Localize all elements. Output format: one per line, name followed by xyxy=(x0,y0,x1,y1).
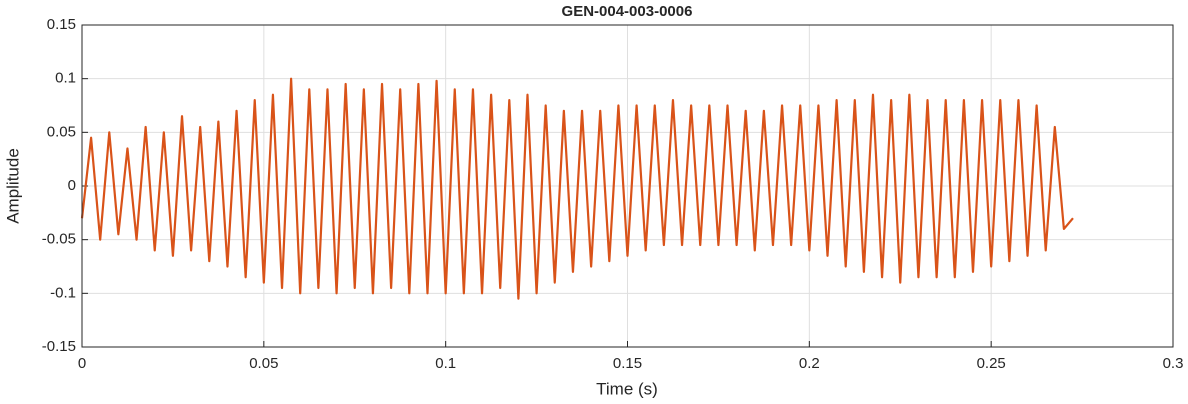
x-tick-label: 0.3 xyxy=(1163,355,1184,372)
x-tick-label: 0.1 xyxy=(435,355,456,372)
y-tick-label: 0.15 xyxy=(47,16,76,33)
y-tick-label: -0.15 xyxy=(42,338,76,355)
y-tick-label: 0.1 xyxy=(55,70,76,87)
y-axis-label: Amplitude xyxy=(3,148,22,224)
y-tick-label: 0 xyxy=(68,177,76,194)
x-tick-label: 0 xyxy=(78,355,86,372)
x-tick-label: 0.05 xyxy=(249,355,278,372)
x-axis-label: Time (s) xyxy=(596,379,658,398)
x-tick-label: 0.15 xyxy=(613,355,642,372)
x-tick-label: 0.25 xyxy=(977,355,1006,372)
y-tick-label: -0.1 xyxy=(50,284,76,301)
chart-title: GEN-004-003-0006 xyxy=(562,3,693,20)
x-tick-label: 0.2 xyxy=(799,355,820,372)
line-series xyxy=(80,77,1074,300)
y-tick-label: 0.05 xyxy=(47,123,76,140)
plot-frame xyxy=(81,24,1174,348)
y-tick-label: -0.05 xyxy=(42,231,76,248)
